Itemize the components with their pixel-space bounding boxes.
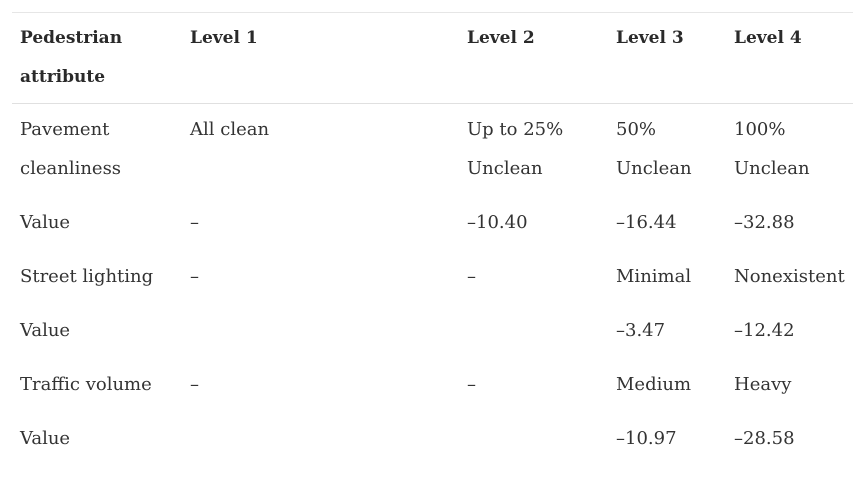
table-header-row: Pedestrian attribute Level 1 Level 2 Lev… xyxy=(12,12,853,104)
pedestrian-attribute-table: Pedestrian attribute Level 1 Level 2 Lev… xyxy=(12,12,853,467)
table-cell: – xyxy=(190,266,199,287)
header-level-3: Level 3 xyxy=(616,28,684,48)
table-row: Traffic volume – – Medium Heavy xyxy=(12,359,853,413)
table-cell: –12.42 xyxy=(734,320,795,341)
table-row: Value – –10.40 –16.44 –32.88 xyxy=(12,197,853,251)
table-row: Street lighting – – Minimal Nonexistent xyxy=(12,251,853,305)
table-cell: –16.44 xyxy=(616,212,677,233)
table-cell: 50% Unclean xyxy=(616,119,692,179)
table-cell: Nonexistent xyxy=(734,266,845,287)
table-row: Value –3.47 –12.42 xyxy=(12,305,853,359)
table-cell xyxy=(459,305,608,359)
table-cell: Street lighting xyxy=(20,266,154,287)
table-cell: Minimal xyxy=(616,266,692,287)
table-cell: – xyxy=(467,374,476,395)
table-cell xyxy=(459,413,608,467)
table-cell: –32.88 xyxy=(734,212,795,233)
table-row: Pavement cleanliness All clean Up to 25%… xyxy=(12,104,853,198)
table-cell: Value xyxy=(20,320,71,341)
header-level-4: Level 4 xyxy=(734,28,802,48)
table-cell: Heavy xyxy=(734,374,792,395)
header-pedestrian-attribute: Pedestrian attribute xyxy=(20,28,123,87)
table-cell: Traffic volume xyxy=(20,374,152,395)
table-cell: 100% Unclean xyxy=(734,119,810,179)
table-cell xyxy=(182,413,459,467)
header-level-1: Level 1 xyxy=(190,28,258,48)
table-cell: Up to 25% Unclean xyxy=(467,119,564,179)
table-cell: – xyxy=(190,212,199,233)
table-cell: – xyxy=(467,266,476,287)
header-level-2: Level 2 xyxy=(467,28,535,48)
table-cell: Value xyxy=(20,428,71,449)
table-cell: Medium xyxy=(616,374,692,395)
table-cell: Value xyxy=(20,212,71,233)
attribute-table-container: Pedestrian attribute Level 1 Level 2 Lev… xyxy=(12,12,853,467)
table-cell: –28.58 xyxy=(734,428,795,449)
table-cell: –10.97 xyxy=(616,428,677,449)
table-row: Value –10.97 –28.58 xyxy=(12,413,853,467)
table-cell: Pavement cleanliness xyxy=(20,119,122,179)
table-cell: –3.47 xyxy=(616,320,666,341)
table-cell xyxy=(182,305,459,359)
table-cell: All clean xyxy=(190,119,270,140)
table-cell: – xyxy=(190,374,199,395)
table-cell: –10.40 xyxy=(467,212,528,233)
